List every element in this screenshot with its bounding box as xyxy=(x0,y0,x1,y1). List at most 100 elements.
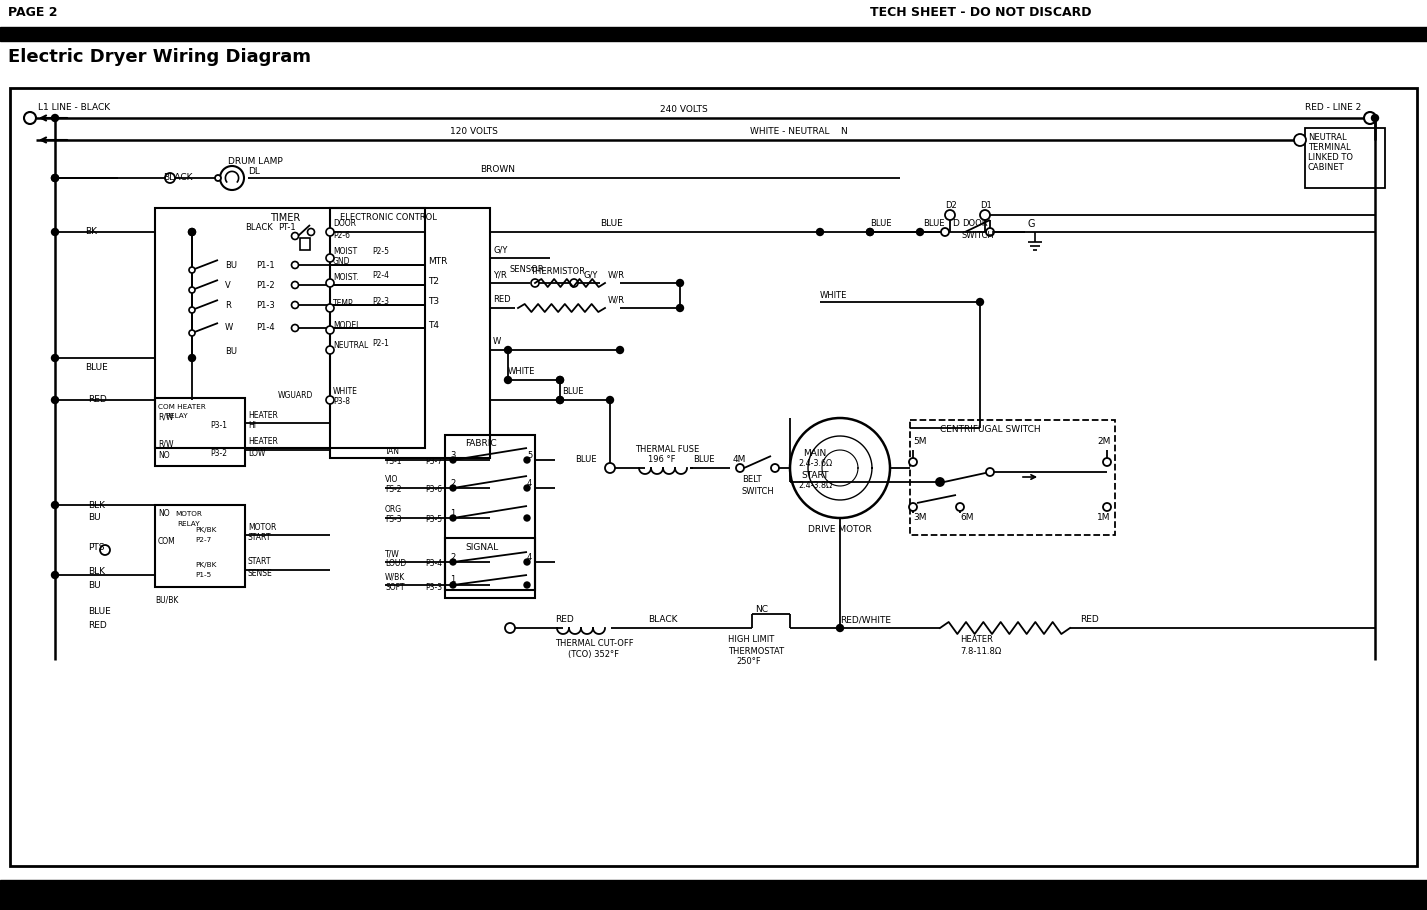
Text: P2-7: P2-7 xyxy=(195,537,211,543)
Text: 2M: 2M xyxy=(1097,438,1110,447)
Circle shape xyxy=(505,347,511,353)
Circle shape xyxy=(980,210,990,220)
Text: P3-1: P3-1 xyxy=(210,421,227,430)
Text: NO: NO xyxy=(158,510,170,519)
Text: BLUE: BLUE xyxy=(562,388,584,397)
Text: SENSOR: SENSOR xyxy=(509,265,545,274)
Text: MODEL: MODEL xyxy=(332,320,361,329)
Circle shape xyxy=(291,325,298,331)
Text: TERMINAL: TERMINAL xyxy=(1309,144,1350,153)
Text: P1-2: P1-2 xyxy=(255,280,274,289)
Text: SWITCH: SWITCH xyxy=(962,230,995,239)
Circle shape xyxy=(51,355,59,361)
Circle shape xyxy=(188,330,195,336)
Text: D2: D2 xyxy=(945,200,956,209)
Circle shape xyxy=(524,485,529,491)
Text: THERMAL CUT-OFF: THERMAL CUT-OFF xyxy=(555,639,634,648)
Text: P1-5: P1-5 xyxy=(195,572,211,578)
Circle shape xyxy=(51,501,59,509)
Text: HEATER: HEATER xyxy=(248,438,278,447)
Text: RED: RED xyxy=(88,621,107,630)
Circle shape xyxy=(945,210,955,220)
Text: T4: T4 xyxy=(428,320,440,329)
Text: P1-4: P1-4 xyxy=(255,323,274,332)
Circle shape xyxy=(569,279,578,287)
Text: HIGH LIMIT: HIGH LIMIT xyxy=(728,635,775,644)
Bar xyxy=(0,880,1427,910)
Circle shape xyxy=(916,228,923,236)
Text: COM HEATER: COM HEATER xyxy=(158,404,205,410)
Text: PTS: PTS xyxy=(88,542,104,551)
Text: RED/WHITE: RED/WHITE xyxy=(841,615,890,624)
Text: W/BK: W/BK xyxy=(385,572,405,581)
Text: 1: 1 xyxy=(450,575,455,584)
Text: W/R: W/R xyxy=(608,296,625,305)
Text: RELAY: RELAY xyxy=(166,413,187,419)
Text: 240 VOLTS: 240 VOLTS xyxy=(661,106,708,115)
Text: BLK: BLK xyxy=(88,501,106,510)
Text: P3-4: P3-4 xyxy=(425,560,442,569)
Circle shape xyxy=(1364,112,1376,124)
Text: G: G xyxy=(1027,219,1036,229)
Circle shape xyxy=(215,175,221,181)
Text: NEUTRAL: NEUTRAL xyxy=(332,340,368,349)
Text: BLK: BLK xyxy=(88,568,106,577)
Text: MOIST.: MOIST. xyxy=(332,274,358,282)
Circle shape xyxy=(936,478,945,486)
Text: BLUE: BLUE xyxy=(88,608,111,616)
Bar xyxy=(1306,128,1386,188)
Text: WGUARD: WGUARD xyxy=(278,391,314,400)
Text: BU: BU xyxy=(88,513,101,522)
Circle shape xyxy=(166,173,176,183)
Circle shape xyxy=(936,479,943,486)
Text: P3-8: P3-8 xyxy=(332,398,350,407)
Text: LINKED TO: LINKED TO xyxy=(1309,154,1353,163)
Circle shape xyxy=(524,515,529,521)
Circle shape xyxy=(986,468,995,476)
Text: 196 °F: 196 °F xyxy=(648,456,675,464)
Circle shape xyxy=(557,377,564,383)
Text: NC: NC xyxy=(755,605,768,614)
Text: WHITE: WHITE xyxy=(332,388,358,397)
Circle shape xyxy=(816,228,823,236)
Text: P1-3: P1-3 xyxy=(255,300,275,309)
Text: THERMAL FUSE: THERMAL FUSE xyxy=(635,446,699,454)
Text: GND: GND xyxy=(332,257,351,266)
Text: HEATER: HEATER xyxy=(248,410,278,420)
Circle shape xyxy=(325,396,334,404)
Text: W: W xyxy=(492,338,501,347)
Text: 5M: 5M xyxy=(913,438,926,447)
Text: P1-1: P1-1 xyxy=(255,260,274,269)
Text: SOFT: SOFT xyxy=(385,582,404,592)
Bar xyxy=(300,238,310,250)
Text: MAIN: MAIN xyxy=(803,450,826,459)
Circle shape xyxy=(771,464,779,472)
Text: Electric Dryer Wiring Diagram: Electric Dryer Wiring Diagram xyxy=(9,48,311,66)
Bar xyxy=(0,27,1427,41)
Circle shape xyxy=(1371,115,1378,122)
Text: MOTOR: MOTOR xyxy=(248,522,277,531)
Text: DOOR: DOOR xyxy=(962,219,987,228)
Circle shape xyxy=(866,228,873,236)
Circle shape xyxy=(325,254,334,262)
Text: FS-2: FS-2 xyxy=(385,486,401,494)
Circle shape xyxy=(676,279,684,287)
Text: BLUE: BLUE xyxy=(86,363,108,372)
Circle shape xyxy=(188,228,195,236)
Text: BU: BU xyxy=(225,348,237,357)
Text: START: START xyxy=(248,533,271,542)
Text: BLUE: BLUE xyxy=(575,456,596,464)
Text: 2: 2 xyxy=(450,479,455,488)
Text: START: START xyxy=(248,558,271,567)
Text: MTR: MTR xyxy=(428,258,448,267)
Circle shape xyxy=(51,175,59,181)
Text: BELT: BELT xyxy=(742,476,762,484)
Text: BK: BK xyxy=(86,228,97,237)
Circle shape xyxy=(188,287,195,293)
Text: D1: D1 xyxy=(980,200,992,209)
Text: MOIST: MOIST xyxy=(332,247,357,256)
Circle shape xyxy=(325,279,334,287)
Text: P2-5: P2-5 xyxy=(372,247,390,256)
Circle shape xyxy=(676,305,684,311)
Text: DRUM LAMP: DRUM LAMP xyxy=(228,157,283,167)
